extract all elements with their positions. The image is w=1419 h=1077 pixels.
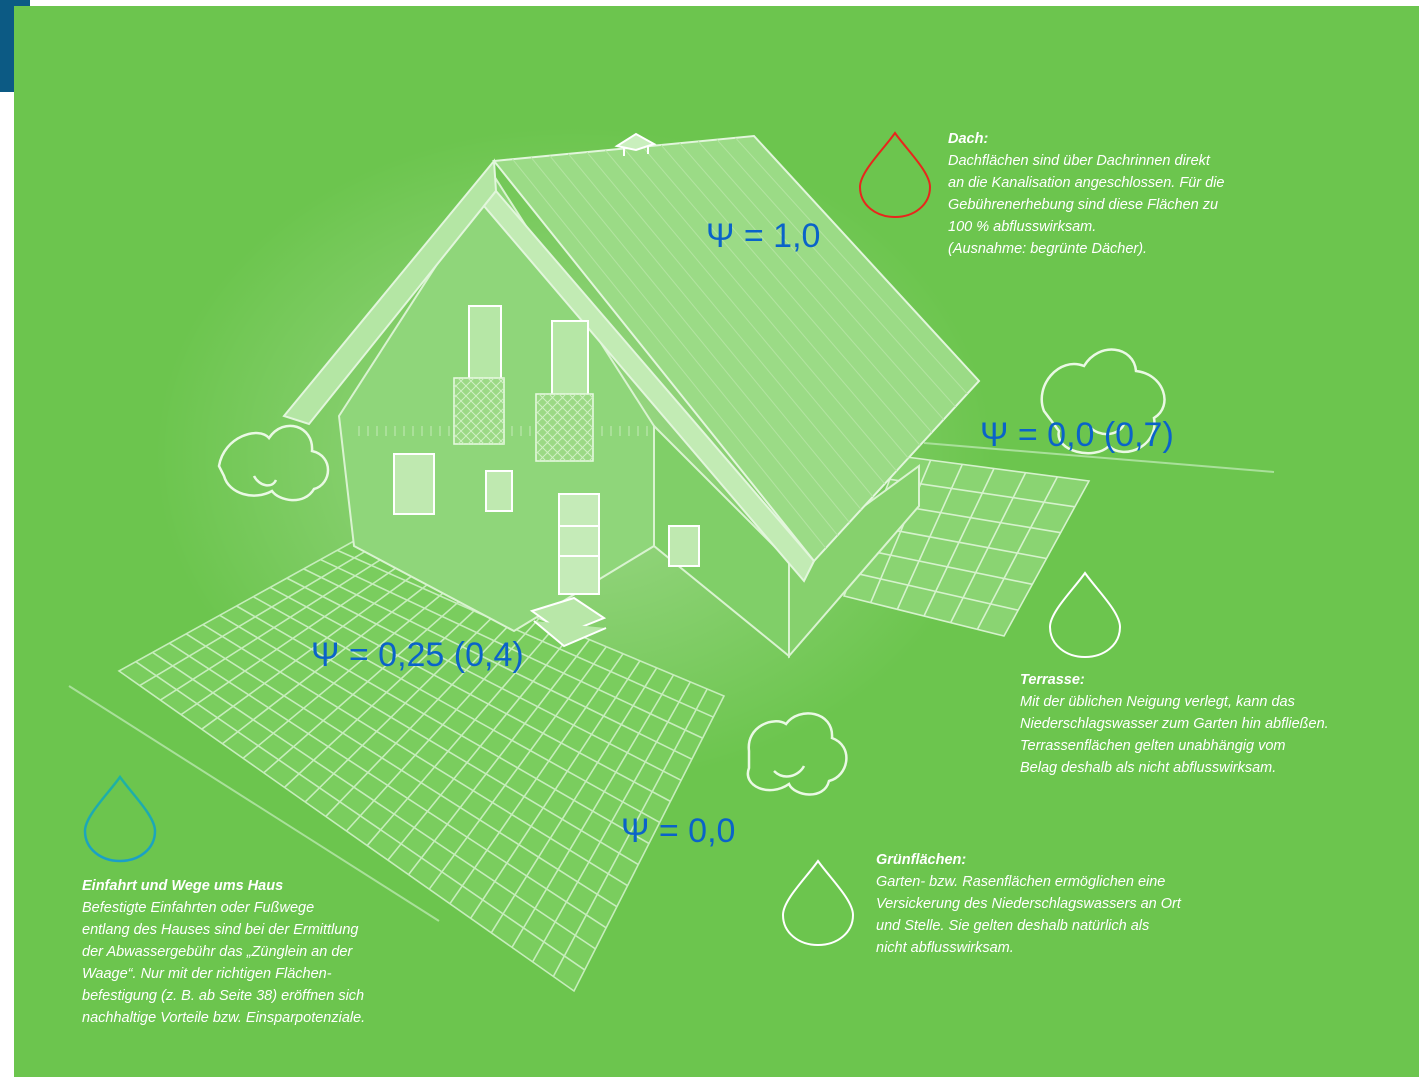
terrace-note-line: Mit der üblichen Neigung verlegt, kann d… — [1020, 694, 1295, 710]
driveway-note-line: Befestigte Einfahrten oder Fußwege — [82, 900, 315, 916]
green-areas-note-title: Grünflächen: — [876, 852, 967, 868]
green-areas-note-line: nicht abflusswirksam. — [876, 940, 1014, 956]
runoff-coefficient-green: Ψ = 0,0 — [621, 812, 736, 850]
driveway-grid — [117, 540, 726, 993]
bush-icon — [217, 348, 1166, 796]
runoff-coefficient-driveway: Ψ = 0,25 (0,4) — [311, 636, 524, 674]
terrace-note-line: Niederschlagswasser zum Garten hin abfli… — [1020, 716, 1329, 732]
water-drop-icon — [781, 859, 855, 947]
driveway-note-line: der Abwassergebühr das „Zünglein an der — [82, 944, 353, 960]
drop-dach-path — [858, 131, 932, 219]
green-areas-note-line: Versickerung des Niederschlagswassers an… — [876, 896, 1181, 912]
green-areas-note-line: Garten- bzw. Rasenflächen ermöglichen ei… — [876, 874, 1166, 890]
water-drop-icon — [83, 774, 157, 863]
driveway-note-line: befestigung (z. B. ab Seite 38) eröffnen… — [82, 988, 365, 1004]
driveway-note-line: nachhaltige Vorteile bzw. Einsparpotenzi… — [82, 1010, 366, 1026]
roof-note-title: Dach: — [948, 131, 989, 147]
roof-note-line: Gebührenerhebung sind diese Flächen zu — [948, 197, 1219, 213]
terrace-note-title: Terrasse: — [1020, 672, 1085, 688]
driveway-note-line: Waage“. Nur mit der richtigen Flächen- — [82, 966, 332, 982]
terrace-note-line: Belag deshalb als nicht abflusswirksam. — [1020, 760, 1277, 776]
terrace-note: Terrasse: Mit der üblichen Neigung verle… — [1020, 669, 1329, 779]
roof-note-line: an die Kanalisation angeschlossen. Für d… — [948, 175, 1225, 191]
driveway-note-title: Einfahrt und Wege ums Haus — [82, 878, 284, 894]
house-illustration — [68, 126, 1275, 993]
green-areas-note: Grünflächen: Garten- bzw. Rasenflächen e… — [876, 849, 1181, 959]
infographic-panel: Ψ = 1,0 Ψ = 0,0 (0,7) Ψ = 0,25 (0,4) Ψ =… — [14, 6, 1419, 1077]
roof-note: Dach: Dachflächen sind über Dachrinnen d… — [948, 128, 1224, 260]
driveway-note: Einfahrt und Wege ums Haus Befestigte Ei… — [82, 875, 365, 1029]
runoff-coefficient-terrace: Ψ = 0,0 (0,7) — [980, 416, 1174, 454]
water-drop-icon — [858, 131, 932, 219]
roof-note-line: 100 % abflusswirksam. — [948, 219, 1097, 235]
roof-note-line: (Ausnahme: begrünte Dächer). — [948, 241, 1148, 257]
driveway-note-line: entlang des Hauses sind bei der Ermittlu… — [82, 922, 359, 938]
water-drop-icon — [1048, 571, 1122, 659]
terrace-note-line: Terrassenflächen gelten unabhängig vom — [1020, 738, 1286, 754]
runoff-coefficient-roof: Ψ = 1,0 — [706, 217, 821, 255]
roof-note-line: Dachflächen sind über Dachrinnen direkt — [948, 153, 1210, 169]
green-areas-note-line: und Stelle. Sie gelten deshalb natürlich… — [876, 918, 1150, 934]
